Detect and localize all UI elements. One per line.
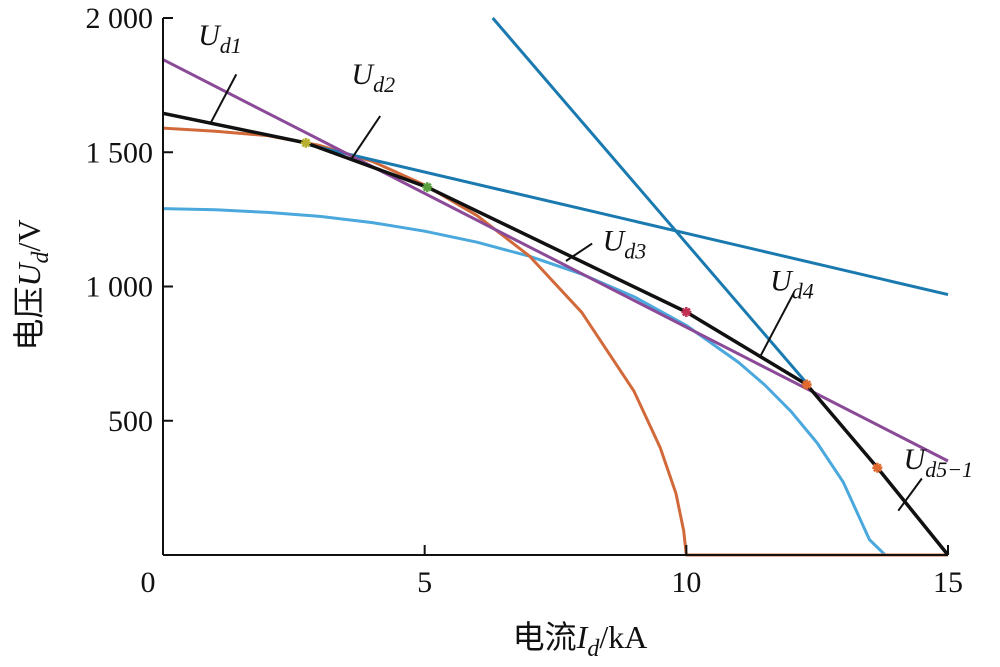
axes-layer [162, 18, 948, 556]
curve-label-symbol: U [198, 19, 222, 52]
x-axis-title-symbol: I [576, 619, 589, 655]
curve-label-text: Ud3 [603, 224, 647, 263]
y-tick-label: 1 000 [86, 271, 154, 304]
curve-label-5: Ud5−1 [897, 443, 974, 512]
curve-label-leader [758, 292, 795, 359]
curve-label-3: Ud3 [565, 224, 647, 263]
y-tick-label: 1 500 [86, 136, 154, 169]
marker-stroke [301, 138, 311, 148]
curve-label-symbol: U [603, 224, 627, 257]
y-axis-title-prefix: 电压 [11, 287, 47, 351]
curve-label-2: Ud2 [350, 58, 395, 160]
curve-label-4: Ud4 [758, 265, 814, 359]
x-tick-label: 5 [417, 566, 432, 599]
series-line-3 [305, 142, 949, 297]
intersection-marker-3 [681, 307, 692, 318]
curve-label-text: Ud1 [198, 19, 242, 58]
y-tick-label: 500 [108, 405, 153, 438]
y-tick-label: 2 000 [86, 2, 154, 35]
series-layer [162, 17, 950, 557]
intersection-marker-2 [422, 182, 433, 193]
x-tick-label: 10 [671, 566, 701, 599]
marker-stroke [681, 307, 691, 317]
curve-label-leader [350, 115, 382, 160]
x-axis-title-sub: d [587, 636, 600, 662]
y-axis-title-symbol: U [11, 262, 47, 287]
marker-stroke [872, 463, 882, 473]
marker-layer [300, 137, 883, 473]
curve-label-leader [209, 73, 238, 125]
curve-label-symbol: U [904, 443, 928, 476]
x-tick-label: 0 [141, 566, 156, 599]
y-axis-title-sub: d [28, 250, 54, 263]
curve-label-text: Ud4 [770, 265, 814, 304]
intersection-marker-5 [872, 462, 883, 473]
curve-label-subscript: d4 [792, 279, 814, 304]
curve-label-text: Ud5−1 [904, 443, 974, 482]
x-axis-title-prefix: 电流 [513, 619, 577, 655]
curve-label-subscript: d5−1 [925, 457, 973, 482]
series-line-2 [162, 126, 948, 557]
curve-label-subscript: d1 [220, 33, 242, 58]
x-tick-label: 15 [933, 566, 963, 599]
curve-label-leader [897, 477, 923, 512]
curve-label-text: Ud2 [351, 58, 395, 97]
tick-layer: 0 5 10 15 500 1 000 1 500 2 000 [86, 2, 964, 599]
series-line-4 [491, 17, 808, 385]
intersection-marker-1 [300, 137, 311, 148]
curve-label-symbol: U [351, 58, 375, 91]
series-line-6 [162, 111, 950, 557]
curve-label-1: Ud1 [198, 19, 242, 125]
curve-label-subscript: d3 [624, 238, 646, 263]
curve-label-leader [565, 242, 593, 262]
curve-label-symbol: U [770, 265, 794, 298]
marker-stroke [422, 182, 432, 192]
curve-label-subscript: d2 [373, 72, 395, 97]
marker-stroke [802, 380, 812, 389]
y-axis-title: 电压Ud/V [11, 219, 54, 350]
series-line-5 [162, 58, 949, 463]
x-axis-title: 电流Id/kA [513, 619, 648, 662]
x-axis-title-unit: /kA [599, 619, 647, 655]
intersection-marker-4 [801, 379, 812, 390]
y-axis-title-unit: /V [11, 219, 47, 251]
